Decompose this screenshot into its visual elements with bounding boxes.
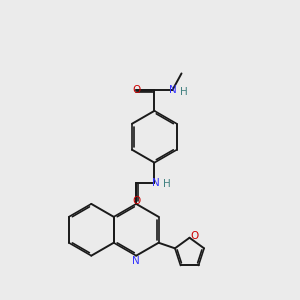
Text: O: O [191, 231, 199, 241]
Text: N: N [169, 85, 176, 94]
Text: O: O [132, 196, 140, 206]
Text: O: O [132, 85, 140, 94]
Text: N: N [152, 178, 160, 188]
Text: N: N [132, 256, 140, 266]
Text: H: H [164, 179, 171, 190]
Text: H: H [180, 87, 188, 97]
